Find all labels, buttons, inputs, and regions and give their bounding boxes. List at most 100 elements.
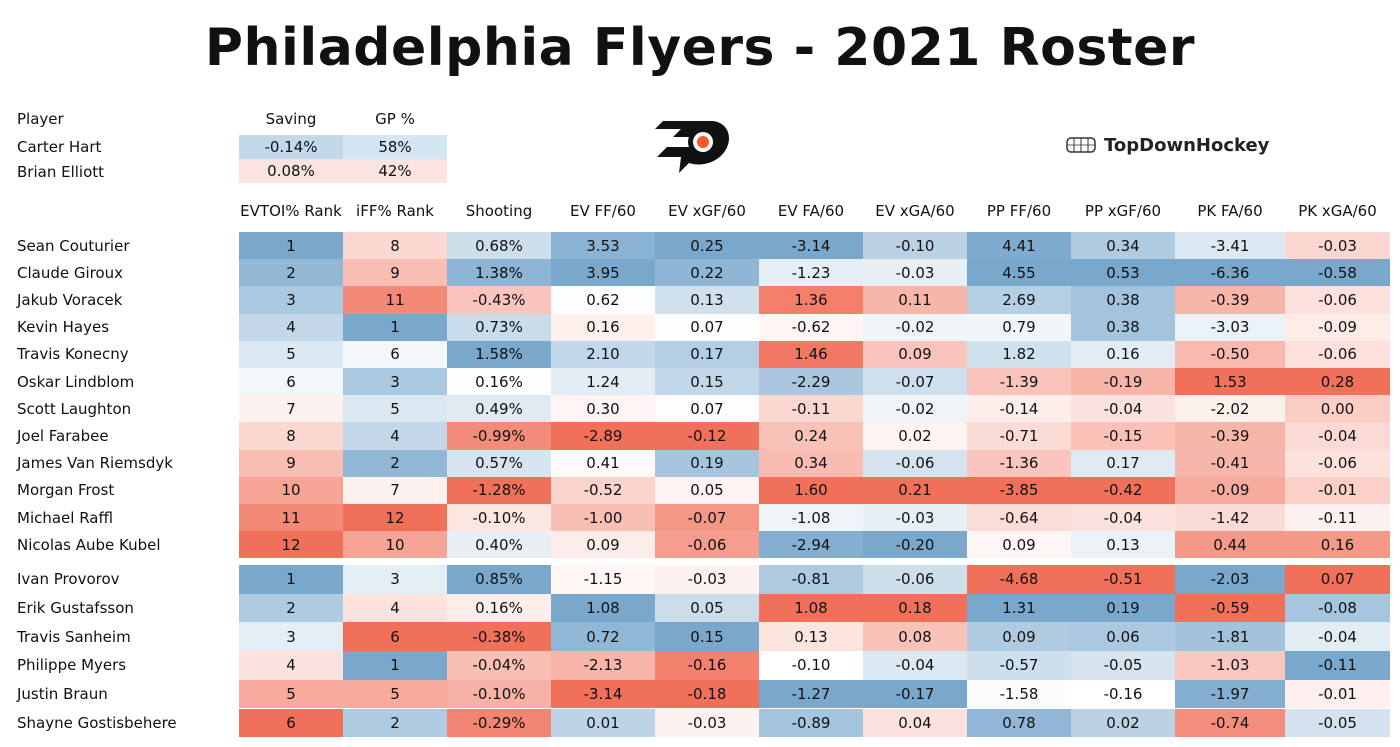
heatmap-cell: 0.16 <box>1071 340 1175 368</box>
goalie-gp-cell: 42% <box>343 159 447 183</box>
heatmap-cell: 0.41 <box>551 449 655 477</box>
heatmap-cell: 0.02 <box>863 422 967 450</box>
heatmap-cell: 0.01 <box>551 708 655 738</box>
heatmap-cell: 0.05 <box>655 476 759 504</box>
heatmap-cell: -0.11 <box>759 395 863 423</box>
heatmap-cell: -0.42 <box>1071 476 1175 504</box>
heatmap-cell: -0.03 <box>863 259 967 287</box>
player-name: Oskar Lindblom <box>17 372 135 391</box>
heatmap-cell: 0.16 <box>551 313 655 341</box>
heatmap-cell: -0.74 <box>1175 708 1285 738</box>
heatmap-cell: 2.10 <box>551 340 655 368</box>
heatmap-cell: 0.05 <box>655 593 759 623</box>
heatmap-cell: -0.38% <box>447 622 551 652</box>
heatmap-cell: 0.09 <box>863 340 967 368</box>
heatmap-cell: -0.03 <box>655 565 759 594</box>
heatmap-cell: 5 <box>239 679 343 709</box>
heatmap-cell: -0.59 <box>1175 593 1285 623</box>
heatmap-cell: -0.09 <box>1175 476 1285 504</box>
heatmap-cell: 1.24 <box>551 368 655 396</box>
heatmap-cell: 1.38% <box>447 259 551 287</box>
heatmap-cell: -2.29 <box>759 368 863 396</box>
heatmap-cell: 6 <box>239 368 343 396</box>
heatmap-cell: -0.04 <box>1285 622 1390 652</box>
heatmap-cell: 4 <box>343 422 447 450</box>
heatmap-cell: 0.25 <box>655 232 759 260</box>
heatmap-cell: 0.21 <box>863 476 967 504</box>
heatmap-cell: 4 <box>239 651 343 680</box>
player-name: Sean Couturier <box>17 236 130 255</box>
heatmap-cell: 7 <box>239 395 343 423</box>
player-name: Philippe Myers <box>17 656 127 675</box>
heatmap-cell: -0.11 <box>1285 651 1390 680</box>
heatmap-cell: -0.89 <box>759 708 863 738</box>
player-name: Jakub Voracek <box>17 290 123 309</box>
heatmap-cell: -1.08 <box>759 504 863 532</box>
heatmap-cell: -0.07 <box>863 368 967 396</box>
heatmap-cell: -0.52 <box>551 476 655 504</box>
player-name: James Van Riemsdyk <box>17 454 173 473</box>
heatmap-cell: -1.81 <box>1175 622 1285 652</box>
heatmap-cell: 1.31 <box>967 593 1071 623</box>
rink-icon <box>1066 137 1096 153</box>
heatmap-cell: 0.07 <box>1285 565 1390 594</box>
heatmap-cell: 5 <box>239 340 343 368</box>
heatmap-cell: 1 <box>343 313 447 341</box>
heatmap-cell: 0.00 <box>1285 395 1390 423</box>
column-header: PK FA/60 <box>1197 202 1263 220</box>
column-header: EV FA/60 <box>777 202 845 220</box>
heatmap-cell: -0.71 <box>967 422 1071 450</box>
heatmap-cell: -1.28% <box>447 476 551 504</box>
heatmap-cell: -2.02 <box>1175 395 1285 423</box>
heatmap-cell: -0.06 <box>863 565 967 594</box>
heatmap-cell: -6.36 <box>1175 259 1285 287</box>
heatmap-cell: -0.04 <box>1071 395 1175 423</box>
heatmap-cell: 0.38 <box>1071 313 1175 341</box>
heatmap-cell: 8 <box>239 422 343 450</box>
heatmap-cell: -3.41 <box>1175 232 1285 260</box>
heatmap-cell: -2.03 <box>1175 565 1285 594</box>
heatmap-cell: 2.69 <box>967 286 1071 314</box>
player-name: Morgan Frost <box>17 481 115 500</box>
column-header: PP FF/60 <box>986 202 1052 220</box>
player-name: Travis Konecny <box>17 345 129 364</box>
heatmap-cell: -0.39 <box>1175 286 1285 314</box>
column-header: EV xGA/60 <box>875 202 955 220</box>
heatmap-cell: 11 <box>239 504 343 532</box>
goalie-header-player: Player <box>17 110 64 128</box>
heatmap-cell: 3 <box>343 368 447 396</box>
player-name: Travis Sanheim <box>17 627 131 646</box>
heatmap-cell: 3 <box>239 622 343 652</box>
heatmap-cell: 3.53 <box>551 232 655 260</box>
heatmap-cell: -3.14 <box>759 232 863 260</box>
heatmap-cell: -0.50 <box>1175 340 1285 368</box>
goalie-saving-cell: -0.14% <box>239 135 343 159</box>
heatmap-cell: -0.05 <box>1285 708 1390 738</box>
heatmap-cell: -0.10 <box>863 232 967 260</box>
heatmap-cell: 0.16% <box>447 593 551 623</box>
heatmap-cell: 0.13 <box>1071 531 1175 559</box>
heatmap-cell: 6 <box>239 708 343 738</box>
heatmap-cell: 3 <box>343 565 447 594</box>
heatmap-cell: -3.85 <box>967 476 1071 504</box>
heatmap-cell: 3 <box>239 286 343 314</box>
heatmap-cell: 1.60 <box>759 476 863 504</box>
heatmap-cell: -0.39 <box>1175 422 1285 450</box>
column-header: EV FF/60 <box>570 202 636 220</box>
heatmap-cell: 0.09 <box>967 531 1071 559</box>
column-header: iFF% Rank <box>356 202 434 220</box>
player-name: Shayne Gostisbehere <box>17 713 177 732</box>
heatmap-cell: 5 <box>343 395 447 423</box>
heatmap-cell: -0.64 <box>967 504 1071 532</box>
heatmap-cell: -0.43% <box>447 286 551 314</box>
heatmap-cell: -1.03 <box>1175 651 1285 680</box>
heatmap-cell: -0.09 <box>1285 313 1390 341</box>
heatmap-cell: -1.39 <box>967 368 1071 396</box>
heatmap-cell: 0.15 <box>655 368 759 396</box>
heatmap-cell: 0.24 <box>759 422 863 450</box>
column-header: PP xGF/60 <box>1084 202 1162 220</box>
heatmap-cell: 1 <box>239 565 343 594</box>
heatmap-cell: -0.06 <box>1285 340 1390 368</box>
heatmap-cell: -3.03 <box>1175 313 1285 341</box>
heatmap-cell: 4 <box>239 313 343 341</box>
